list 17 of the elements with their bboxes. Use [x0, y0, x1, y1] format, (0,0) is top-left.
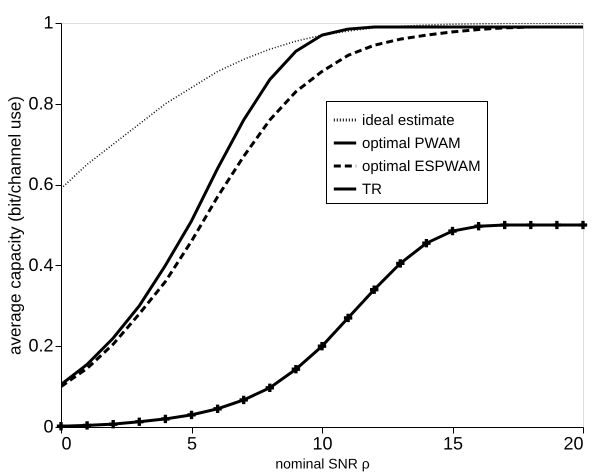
y-tick-label: 0.8 — [28, 93, 54, 114]
x-tick-label: 15 — [442, 434, 464, 454]
x-tick-label: 0 — [62, 434, 72, 454]
y-tick-label: 0 — [43, 416, 54, 436]
x-tick-label: 10 — [312, 434, 333, 454]
y-tick-label: 0.2 — [28, 336, 54, 356]
legend-label: optimal ESPWAM — [362, 158, 481, 175]
legend-label: TR — [362, 181, 382, 198]
x-tick-label: 20 — [563, 434, 584, 454]
legend-label: ideal estimate — [362, 112, 455, 129]
y-axis-title: average capacity (bit/channel use) — [5, 96, 24, 355]
x-tick-label: 5 — [186, 434, 198, 454]
y-tick-label: 0.4 — [28, 254, 54, 275]
y-tick-label: 1 — [43, 12, 54, 32]
x-axis-title: nominal SNR ρ — [275, 456, 370, 472]
y-tick-label: 0.6 — [28, 174, 54, 194]
legend-label: optimal PWAM — [362, 135, 461, 152]
